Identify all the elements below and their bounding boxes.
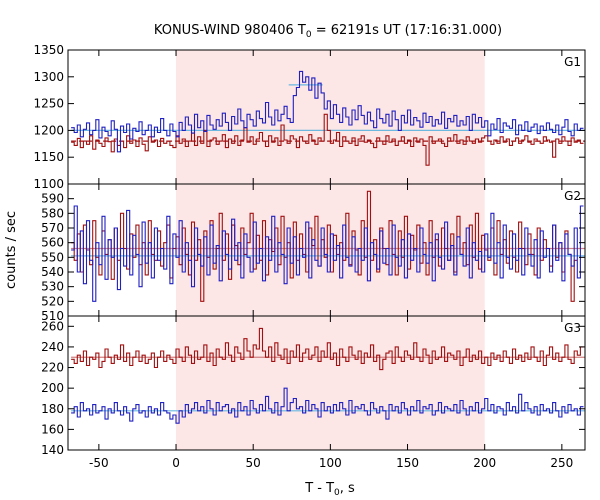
x-tick-label: 50 [246,456,261,470]
y-tick-label-g2: 520 [41,294,64,308]
x-tick-label: 0 [172,456,180,470]
y-tick-label-g3: 180 [41,402,64,416]
y-tick-label-g3: 160 [41,422,64,436]
y-tick-label-g1: 1200 [33,123,64,137]
y-tick-label-g1: 1300 [33,70,64,84]
y-tick-label-g2: 540 [41,265,64,279]
x-axis-label-suffix: , s [340,481,355,496]
x-axis-label-prefix: T - T [304,481,334,496]
panel-frame-g3 [67,315,586,451]
y-tick-label-g3: 200 [41,381,64,395]
y-axis-label: counts / sec [4,211,19,289]
panel-label-g2: G2 [564,189,581,203]
y-tick-label-g2: 550 [41,250,64,264]
x-axis-label-subscript: 0 [334,488,340,498]
panel-label-g3: G3 [564,321,581,335]
chart-title: KONUS-WIND 980406 T0 = 62191s UT (17:16:… [154,23,502,40]
highlight-interval-g3 [176,316,485,450]
y-tick-label-g1: 1350 [33,43,64,57]
y-tick-label-g2: 580 [41,206,64,220]
panels-group: 1100 1150 1200 1250 1300 1350 G1 51052053054055… [33,43,586,470]
x-tick-label: 250 [550,456,573,470]
y-tick-label-g2: 560 [41,236,64,250]
y-tick-label-g3: 140 [41,443,64,457]
chart-title-suffix: = 62191s UT (17:16:31.000) [312,23,502,38]
x-tick-label: 100 [319,456,342,470]
series-blue-g1 [71,70,584,153]
y-tick-label-g1: 1250 [33,97,64,111]
y-tick-label-g2: 510 [41,309,64,323]
y-tick-label-g2: 590 [41,192,64,206]
y-tick-label-g1: 1150 [33,150,64,164]
x-tick-label: 200 [473,456,496,470]
chart-title-subscript: 0 [306,30,312,40]
series-red-g1 [71,113,584,166]
y-tick-label-g3: 220 [41,361,64,375]
panel-label-g1: G1 [564,55,581,69]
x-tick-label: 150 [396,456,419,470]
y-tick-label-g2: 530 [41,280,64,294]
x-tick-label: -50 [89,456,109,470]
x-axis-label: T - T0, s [304,481,355,498]
y-tick-label-g2: 570 [41,221,64,235]
chart-title-prefix: KONUS-WIND 980406 T [154,23,306,38]
y-tick-label-g1: 1100 [33,177,64,191]
panel-g1: 1100 1150 1200 1250 1300 1350 G1 [33,43,586,191]
series-blue-g2 [71,205,584,302]
y-tick-label-g3: 240 [41,340,64,354]
panel-g3: 140 160 180 200 220 240 260 G3 [41,315,586,457]
series-blue-g3 [71,387,584,424]
series-red-g3 [71,327,584,371]
y-tick-label-g3: 260 [41,319,64,333]
